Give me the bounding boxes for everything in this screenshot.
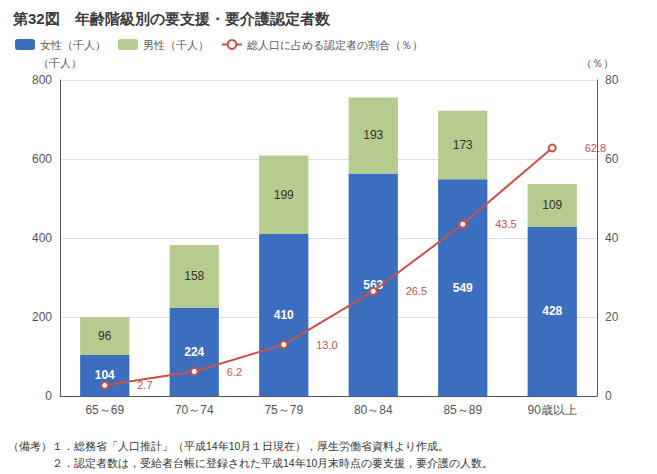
svg-text:70～74: 70～74 [175,403,214,417]
svg-text:2.7: 2.7 [137,379,152,391]
svg-text:200: 200 [32,310,52,324]
svg-text:563: 563 [363,277,384,292]
svg-text:13.0: 13.0 [316,339,337,351]
svg-text:65～69: 65～69 [85,403,124,417]
svg-text:224: 224 [184,345,204,359]
svg-text:85～89: 85～89 [443,403,482,417]
svg-text:600: 600 [32,152,52,166]
svg-text:0: 0 [45,389,52,403]
svg-text:総人口に占める認定者の割合（％）: 総人口に占める認定者の割合（％） [246,39,423,51]
svg-text:43.5: 43.5 [495,218,516,230]
svg-text:104: 104 [95,368,115,382]
svg-text:193: 193 [363,128,383,142]
svg-text:0: 0 [605,389,612,403]
svg-text:400: 400 [32,231,52,245]
svg-text:（備考）１．総務省「人口推計」（平成14年10月１日現在），: （備考）１．総務省「人口推計」（平成14年10月１日現在），厚生労働省資料より作… [8,440,449,452]
svg-text:109: 109 [542,198,562,212]
svg-text:２．認定者数は，受給者台帳に登録された平成14年10月末時点: ２．認定者数は，受給者台帳に登録された平成14年10月末時点の要支援，要介護の人… [8,457,493,469]
svg-text:158: 158 [184,269,204,283]
svg-text:女性（千人）: 女性（千人） [40,39,106,51]
svg-text:96: 96 [98,329,112,343]
svg-text:199: 199 [274,188,294,202]
svg-text:（千人）: （千人） [38,57,82,69]
svg-text:第32図 年齢階級別の要支援・要介護認定者数: 第32図 年齢階級別の要支援・要介護認定者数 [12,10,331,27]
svg-text:173: 173 [453,138,473,152]
svg-text:549: 549 [453,281,473,295]
svg-text:40: 40 [605,231,619,245]
svg-text:20: 20 [605,310,619,324]
svg-text:800: 800 [32,73,52,87]
svg-text:（％）: （％） [581,57,614,69]
svg-text:60: 60 [605,152,619,166]
svg-text:62.8: 62.8 [585,142,606,154]
svg-text:428: 428 [542,304,562,318]
svg-text:75～79: 75～79 [264,403,303,417]
svg-text:80～84: 80～84 [354,403,393,417]
svg-text:80: 80 [605,73,619,87]
svg-text:410: 410 [274,308,294,322]
svg-text:90歳以上: 90歳以上 [528,403,577,417]
svg-text:6.2: 6.2 [227,366,242,378]
svg-text:26.5: 26.5 [406,285,427,297]
svg-text:男性（千人）: 男性（千人） [143,39,209,51]
